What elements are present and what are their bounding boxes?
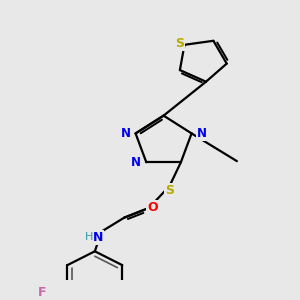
- Text: N: N: [197, 127, 207, 140]
- Text: N: N: [131, 156, 141, 169]
- Text: F: F: [38, 286, 47, 299]
- Text: N: N: [93, 231, 104, 244]
- Text: S: S: [176, 37, 184, 50]
- Text: S: S: [165, 184, 174, 197]
- Text: N: N: [120, 127, 130, 140]
- Text: H: H: [85, 232, 93, 242]
- Text: O: O: [147, 201, 158, 214]
